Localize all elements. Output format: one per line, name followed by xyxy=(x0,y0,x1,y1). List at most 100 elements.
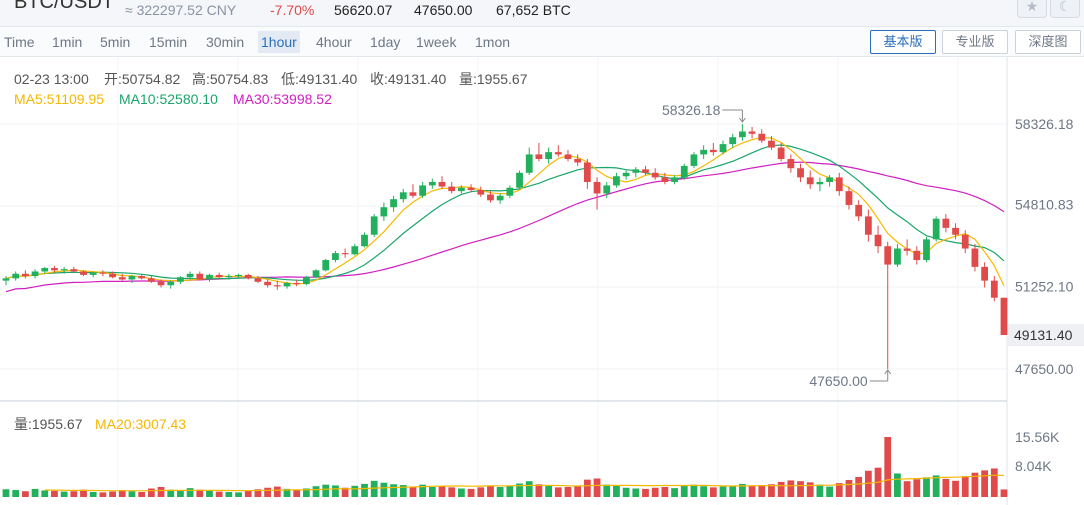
candle xyxy=(845,186,853,210)
candle xyxy=(2,276,10,286)
candle xyxy=(351,243,359,256)
volume-bar xyxy=(244,490,252,497)
volume-bar xyxy=(70,491,78,497)
candle xyxy=(186,271,194,280)
candle xyxy=(312,269,320,279)
volume-bar xyxy=(961,476,969,497)
volume-bar xyxy=(12,490,20,497)
candle xyxy=(80,270,87,277)
volume-bar xyxy=(235,492,242,497)
ma-lines xyxy=(5,136,1005,293)
volume-bar xyxy=(186,488,194,497)
candle xyxy=(89,271,97,278)
volume-bar xyxy=(545,485,552,497)
volume-bar xyxy=(399,485,407,497)
candle xyxy=(225,273,233,280)
candle xyxy=(438,176,446,189)
candle xyxy=(332,250,339,263)
candle xyxy=(632,167,640,178)
volume-bar xyxy=(109,491,116,497)
volume-bar xyxy=(845,480,853,497)
tab-interval-15min[interactable]: 15min xyxy=(149,34,188,50)
candle xyxy=(428,178,436,189)
tab-interval-time[interactable]: Time xyxy=(4,34,35,50)
volume-bar xyxy=(370,480,378,497)
candle xyxy=(99,270,107,277)
volume-bar xyxy=(283,488,291,497)
candles xyxy=(2,124,1008,369)
ohlc-close: 收:49131.40 xyxy=(370,71,446,87)
candle xyxy=(758,129,766,143)
tab-interval-1mon[interactable]: 1mon xyxy=(475,34,511,50)
moon-icon[interactable]: ☾ xyxy=(1050,0,1080,18)
candle xyxy=(409,184,417,199)
candle xyxy=(952,223,959,240)
volume-bar xyxy=(932,475,940,497)
tab-interval-4hour[interactable]: 4hour xyxy=(316,34,352,50)
tab-interval-1hour[interactable]: 1hour xyxy=(258,31,300,53)
volume-bar xyxy=(719,486,727,497)
volume-bar xyxy=(467,488,475,497)
volume-bar xyxy=(738,483,746,497)
tab-interval-5min[interactable]: 5min xyxy=(100,34,131,50)
mode-depth-button[interactable]: 深度图 xyxy=(1015,30,1081,54)
candle xyxy=(41,266,49,274)
volume-bar xyxy=(864,470,872,497)
volume-bar xyxy=(516,483,523,497)
volume-bar xyxy=(409,486,417,497)
volume-bar xyxy=(487,485,494,497)
candle xyxy=(613,172,620,188)
candle xyxy=(12,271,20,281)
volume-bar xyxy=(884,437,892,497)
candle xyxy=(341,248,349,258)
volume-bar xyxy=(758,485,766,497)
candle xyxy=(583,159,591,189)
candle xyxy=(574,154,582,166)
pair-title: BTC/USDT xyxy=(14,0,114,13)
candle xyxy=(690,152,698,169)
star-icon[interactable]: ★ xyxy=(1017,0,1047,18)
volume-bar xyxy=(797,481,804,497)
candle xyxy=(215,272,223,280)
volume-bar xyxy=(680,485,688,497)
tab-interval-1day[interactable]: 1day xyxy=(370,34,401,50)
candle xyxy=(467,184,475,193)
candle xyxy=(516,170,523,189)
interval-tabs: Time 1min 5min 15min 30min 1hour 4hour 1… xyxy=(0,27,1084,57)
candle xyxy=(370,214,378,238)
candle xyxy=(913,246,921,265)
volume-bar xyxy=(913,479,921,497)
candle xyxy=(777,142,785,162)
price-tick-label: 58326.18 xyxy=(1015,116,1074,132)
volume-bar xyxy=(293,490,301,497)
low-24h: 47650.00 xyxy=(414,2,473,18)
volume-bar xyxy=(826,486,833,497)
volume-bar xyxy=(118,490,126,497)
volume-bar xyxy=(31,488,39,497)
volume-bar xyxy=(583,479,591,497)
tab-interval-1min[interactable]: 1min xyxy=(52,34,83,50)
candle xyxy=(506,185,514,199)
tab-interval-1week[interactable]: 1week xyxy=(416,34,457,50)
candle xyxy=(177,276,184,285)
volume-bar xyxy=(613,485,620,497)
volume-tick-label: 15.56K xyxy=(1015,429,1060,445)
volume-bar xyxy=(225,491,233,497)
mode-pro-button[interactable]: 专业版 xyxy=(942,30,1008,54)
volume-bar xyxy=(51,490,58,497)
min-price-label: 47650.00 xyxy=(809,373,868,389)
volume-bar xyxy=(167,489,175,497)
candle xyxy=(293,279,301,287)
last-price-box xyxy=(1008,324,1084,347)
volume-bar xyxy=(332,485,339,497)
candle xyxy=(768,136,775,150)
volume-bar xyxy=(428,486,436,497)
mode-basic-button[interactable]: 基本版 xyxy=(870,30,936,54)
candle xyxy=(981,262,989,288)
last-price-label: 49131.40 xyxy=(1014,327,1073,343)
volume-bar xyxy=(60,491,68,497)
tab-interval-30min[interactable]: 30min xyxy=(206,34,245,50)
ma30-label: MA30:53998.52 xyxy=(233,91,332,107)
volume-bar xyxy=(80,489,87,497)
